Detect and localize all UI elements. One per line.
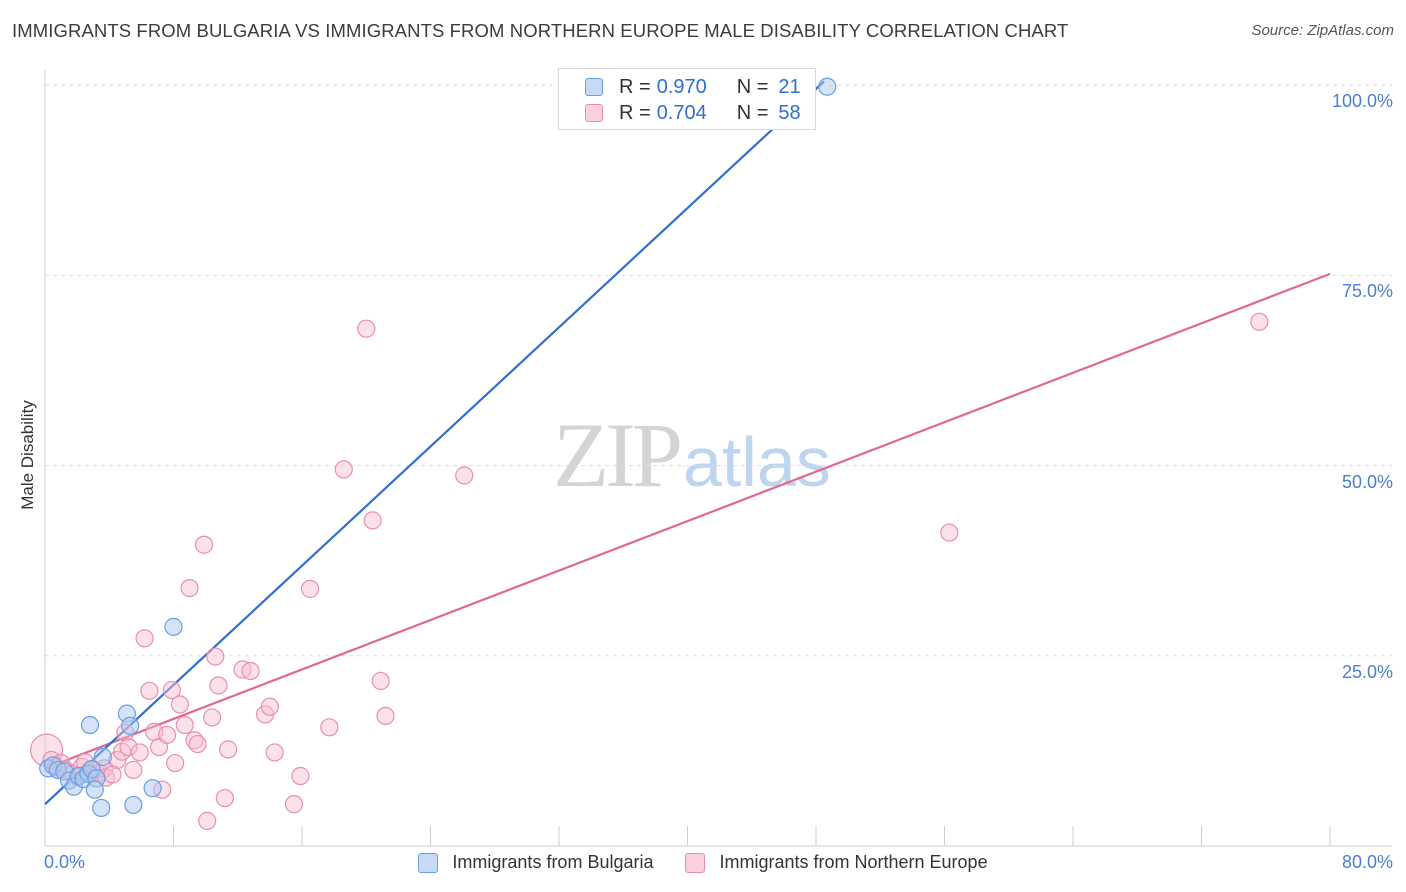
- correlation-legend: R = 0.970 N = 21 R = 0.704 N = 58: [558, 68, 816, 130]
- point-bulgaria: [93, 747, 112, 767]
- legend-r-value: 0.970: [656, 75, 707, 98]
- point-northern-europe: [291, 766, 310, 786]
- legend-swatch-northern-europe: [585, 104, 603, 122]
- point-northern-europe: [206, 647, 225, 666]
- legend-r-label: R =: [619, 101, 651, 124]
- legend-row-northern-europe: R = 0.704 N = 58: [585, 100, 801, 126]
- y-tick-label: 50.0%: [1341, 471, 1393, 492]
- point-bulgaria: [143, 779, 162, 798]
- series-legend-northern-europe: Immigrants from Northern Europe: [685, 852, 988, 873]
- point-northern-europe: [300, 579, 320, 598]
- watermark-zip: ZIP: [553, 404, 683, 506]
- grid-layer: [45, 84, 1392, 657]
- x-tick-label: 0.0%: [44, 852, 86, 872]
- point-bulgaria: [818, 77, 837, 96]
- point-northern-europe: [215, 788, 234, 808]
- point-bulgaria: [124, 795, 143, 815]
- point-bulgaria: [92, 798, 111, 818]
- point-bulgaria: [121, 716, 140, 735]
- point-northern-europe: [455, 466, 474, 485]
- x-tick-label: 80.0%: [1341, 852, 1393, 872]
- point-northern-europe: [265, 743, 284, 762]
- axis-layer: [44, 70, 1392, 847]
- point-northern-europe: [162, 680, 181, 700]
- point-northern-europe: [334, 460, 353, 479]
- legend-n-label: N =: [736, 75, 769, 98]
- point-northern-europe: [241, 661, 260, 681]
- point-northern-europe: [194, 535, 214, 554]
- y-tick-label: 75.0%: [1341, 281, 1393, 302]
- point-northern-europe: [202, 708, 222, 727]
- point-northern-europe: [284, 795, 304, 814]
- point-northern-europe: [357, 319, 376, 338]
- point-northern-europe: [219, 740, 238, 759]
- point-northern-europe: [198, 811, 217, 830]
- watermark: ZIPatlas: [553, 402, 831, 508]
- legend-r-label: R =: [619, 75, 651, 98]
- watermark-atlas: atlas: [683, 423, 831, 501]
- point-northern-europe: [124, 760, 143, 780]
- point-bulgaria: [80, 715, 100, 735]
- y-tick-label: 100.0%: [1331, 91, 1393, 112]
- point-northern-europe: [170, 695, 190, 714]
- trend-line-northern-europe: [44, 272, 1331, 770]
- legend-n-label: N =: [736, 101, 769, 124]
- point-northern-europe: [188, 734, 207, 754]
- point-northern-europe: [119, 737, 138, 757]
- point-northern-europe: [376, 706, 395, 726]
- point-northern-europe: [209, 676, 228, 695]
- y-tick-label: 25.0%: [1341, 661, 1393, 682]
- series-swatch-northern-europe: [685, 852, 706, 873]
- point-layer: [30, 77, 1269, 830]
- point-bulgaria: [85, 780, 104, 799]
- point-bulgaria: [164, 617, 183, 636]
- trend-line-layer: [44, 80, 1331, 805]
- series-legend-bulgaria: Immigrants from Bulgaria: [418, 852, 653, 873]
- point-northern-europe: [166, 753, 185, 773]
- legend-row-bulgaria: R = 0.970 N = 21: [585, 74, 801, 100]
- point-northern-europe: [1250, 312, 1269, 331]
- legend-n-value: 21: [778, 75, 801, 98]
- point-northern-europe: [260, 697, 279, 716]
- point-northern-europe: [103, 765, 122, 784]
- legend-r-value: 0.704: [656, 101, 707, 124]
- series-label-bulgaria: Immigrants from Bulgaria: [452, 852, 654, 872]
- point-northern-europe: [363, 511, 382, 530]
- legend-n-value: 58: [778, 101, 801, 124]
- point-northern-europe: [371, 671, 390, 691]
- point-northern-europe: [320, 718, 339, 737]
- chart-title: IMMIGRANTS FROM BULGARIA VS IMMIGRANTS F…: [12, 20, 1069, 41]
- trend-line-bulgaria: [44, 80, 825, 805]
- point-northern-europe: [140, 681, 159, 700]
- point-northern-europe: [130, 743, 149, 762]
- source-label: Source: ZipAtlas.com: [1251, 22, 1394, 39]
- point-northern-europe: [135, 629, 154, 648]
- series-swatch-bulgaria: [418, 852, 439, 873]
- point-northern-europe: [157, 725, 177, 745]
- series-legend: Immigrants from Bulgaria Immigrants from…: [0, 852, 1406, 873]
- point-northern-europe: [180, 578, 199, 598]
- series-label-northern-europe: Immigrants from Northern Europe: [719, 852, 988, 872]
- point-northern-europe: [940, 523, 959, 542]
- point-northern-europe: [175, 715, 194, 735]
- legend-swatch-bulgaria: [585, 78, 603, 96]
